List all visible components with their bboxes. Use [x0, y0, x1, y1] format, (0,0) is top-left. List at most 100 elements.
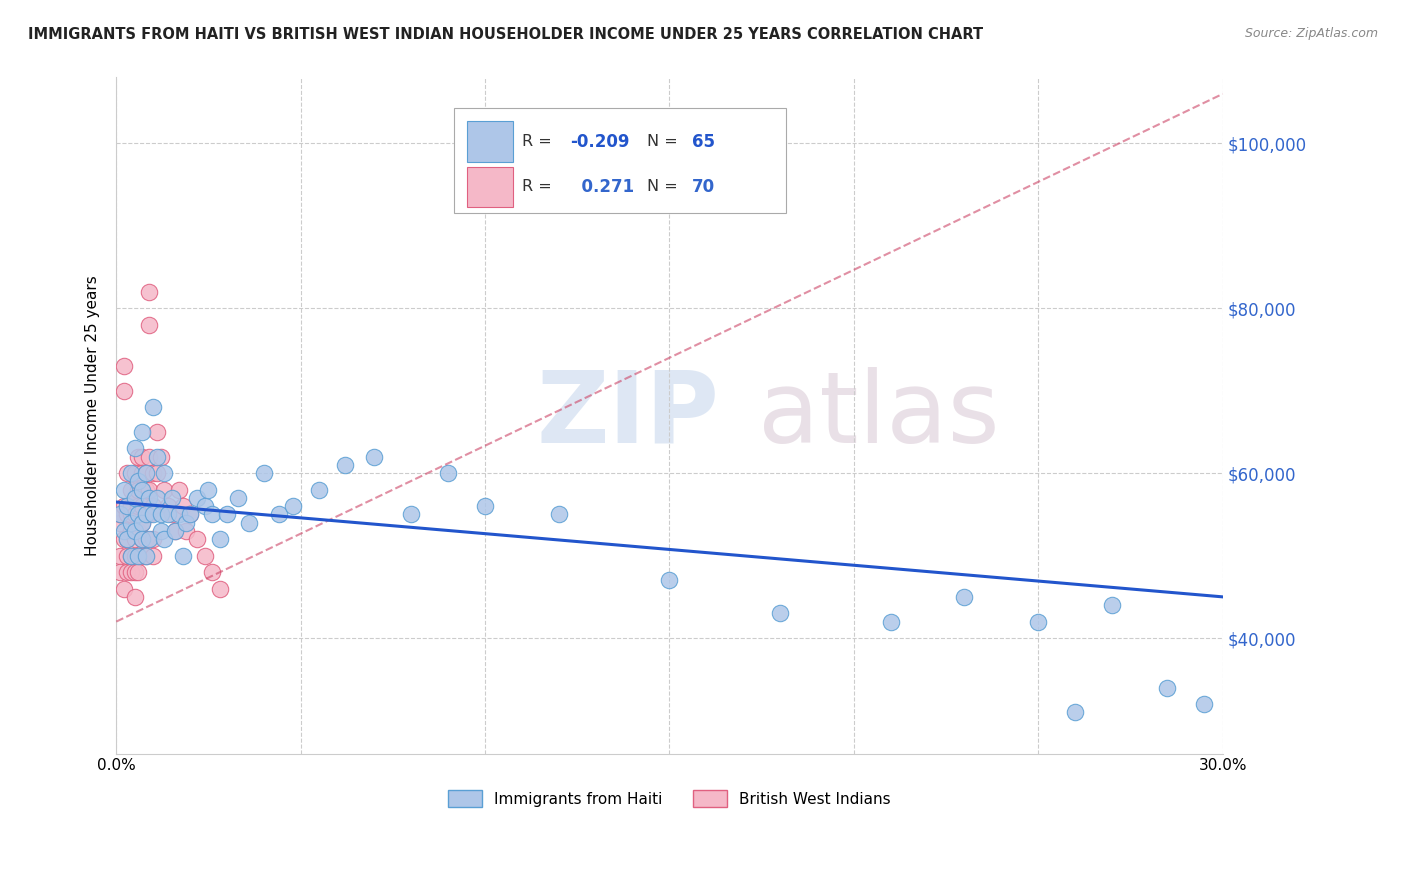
Point	[547, 508, 569, 522]
Point	[201, 508, 224, 522]
Point	[120, 483, 142, 497]
Point	[1101, 598, 1123, 612]
Point	[124, 532, 146, 546]
Point	[401, 508, 423, 522]
Point	[1026, 615, 1049, 629]
Point	[131, 549, 153, 563]
Point	[194, 549, 217, 563]
Text: 70: 70	[692, 178, 714, 196]
Text: N =: N =	[647, 134, 683, 149]
Point	[117, 508, 139, 522]
Point	[135, 508, 157, 522]
Point	[156, 508, 179, 522]
Point	[1156, 681, 1178, 695]
Point	[127, 524, 149, 538]
Point	[131, 532, 153, 546]
Point	[135, 466, 157, 480]
Text: ZIP: ZIP	[537, 367, 720, 464]
Point	[131, 499, 153, 513]
Point	[131, 516, 153, 530]
Point	[160, 491, 183, 505]
Point	[135, 549, 157, 563]
Point	[308, 483, 330, 497]
Point	[127, 549, 149, 563]
Point	[120, 549, 142, 563]
Point	[176, 524, 198, 538]
Point	[437, 466, 460, 480]
Point	[146, 450, 169, 464]
Point	[172, 549, 194, 563]
Point	[124, 491, 146, 505]
Point	[176, 516, 198, 530]
Point	[153, 532, 176, 546]
Point	[131, 483, 153, 497]
Point	[124, 524, 146, 538]
Text: IMMIGRANTS FROM HAITI VS BRITISH WEST INDIAN HOUSEHOLDER INCOME UNDER 25 YEARS C: IMMIGRANTS FROM HAITI VS BRITISH WEST IN…	[28, 27, 983, 42]
Point	[138, 483, 160, 497]
Point	[112, 499, 135, 513]
Point	[138, 285, 160, 299]
Text: Source: ZipAtlas.com: Source: ZipAtlas.com	[1244, 27, 1378, 40]
Point	[131, 516, 153, 530]
Point	[167, 483, 190, 497]
Point	[186, 491, 208, 505]
Text: 65: 65	[692, 133, 714, 151]
Point	[156, 499, 179, 513]
Point	[120, 466, 142, 480]
Point	[215, 508, 238, 522]
Point	[127, 549, 149, 563]
Point	[165, 524, 187, 538]
Point	[267, 508, 290, 522]
Point	[197, 483, 219, 497]
Point	[363, 450, 385, 464]
Point	[194, 499, 217, 513]
Point	[108, 508, 131, 522]
Point	[120, 508, 142, 522]
Point	[658, 574, 681, 588]
Point	[146, 491, 169, 505]
Point	[127, 508, 149, 522]
Point	[138, 508, 160, 522]
Point	[124, 491, 146, 505]
Point	[108, 565, 131, 579]
Point	[120, 565, 142, 579]
Point	[124, 508, 146, 522]
Point	[112, 483, 135, 497]
Point	[131, 466, 153, 480]
Point	[127, 475, 149, 489]
Point	[127, 483, 149, 497]
Point	[283, 499, 305, 513]
Point	[131, 483, 153, 497]
Point	[208, 582, 231, 596]
Point	[120, 524, 142, 538]
Point	[333, 458, 356, 472]
Bar	[467, 121, 513, 162]
Text: N =: N =	[647, 179, 683, 194]
Point	[253, 466, 276, 480]
Point	[112, 532, 135, 546]
Point	[165, 524, 187, 538]
Point	[153, 466, 176, 480]
Point	[146, 466, 169, 480]
Point	[124, 565, 146, 579]
Point	[117, 532, 139, 546]
Point	[167, 508, 190, 522]
Point	[120, 516, 142, 530]
Point	[120, 549, 142, 563]
Point	[142, 466, 165, 480]
Point	[179, 508, 201, 522]
Point	[117, 565, 139, 579]
Point	[138, 450, 160, 464]
Point	[142, 549, 165, 563]
Point	[127, 450, 149, 464]
Point	[112, 582, 135, 596]
Point	[138, 532, 160, 546]
Point	[149, 450, 172, 464]
Point	[135, 508, 157, 522]
Point	[117, 532, 139, 546]
Point	[112, 359, 135, 373]
Text: R =: R =	[522, 179, 557, 194]
Point	[208, 532, 231, 546]
Point	[146, 425, 169, 439]
Point	[149, 508, 172, 522]
